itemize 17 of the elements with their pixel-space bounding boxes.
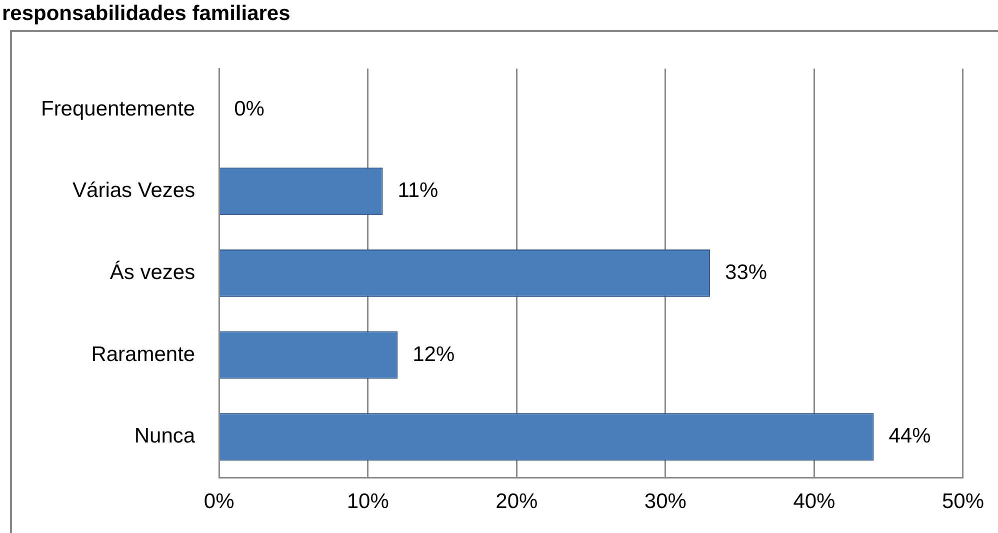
x-tick-label: 30% xyxy=(644,490,686,514)
data-label: 12% xyxy=(412,342,455,366)
chart-title: responsabilidades familiares xyxy=(2,2,290,26)
y-tick-label: Ás vezes xyxy=(110,260,196,284)
y-tick-label: Nunca xyxy=(134,424,196,448)
data-label: 44% xyxy=(888,424,931,448)
x-tick-label: 50% xyxy=(942,490,984,514)
x-tick-label: 0% xyxy=(204,490,234,514)
data-label: 11% xyxy=(398,179,438,202)
data-label: 0% xyxy=(234,97,264,120)
x-tick-label: 40% xyxy=(793,490,836,514)
y-tick-label: Raramente xyxy=(91,342,196,366)
y-tick-label: Frequentemente xyxy=(40,97,196,120)
y-tick-label: Várias Vezes xyxy=(72,179,196,202)
x-tick-label: 20% xyxy=(496,490,538,514)
data-label: 33% xyxy=(725,260,768,284)
x-tick-label: 10% xyxy=(346,490,389,514)
